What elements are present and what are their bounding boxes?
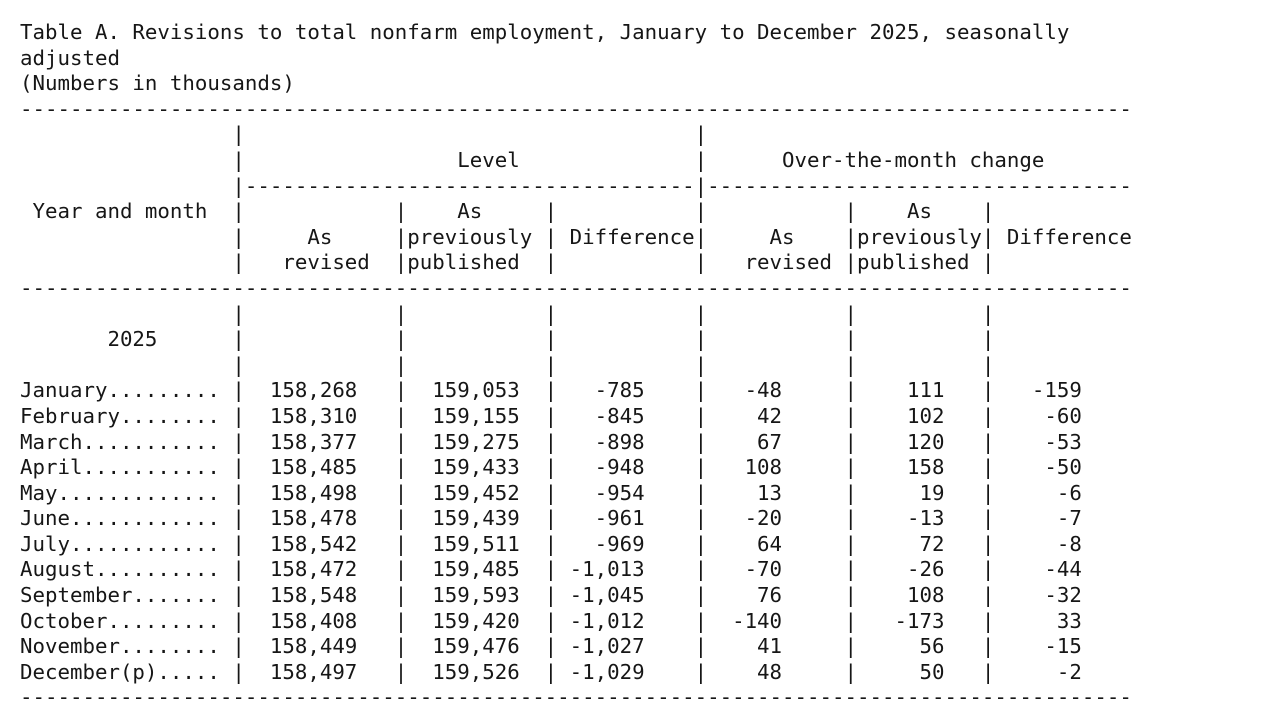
table-row: December(p)..... | 158,497 | 159,526 | -… bbox=[20, 659, 1132, 684]
table-row: January......... | 158,268 | 159,053 | -… bbox=[20, 378, 1132, 403]
table-group-header-line: | Level | Over-the-month change bbox=[20, 147, 1132, 172]
table-column-header-line: Year and month | | As | | | As | bbox=[20, 199, 1132, 224]
table-row: February........ | 158,310 | 159,155 | -… bbox=[20, 403, 1132, 428]
table-column-header-line: | revised |published | | revised |publis… bbox=[20, 250, 1132, 275]
table-row: July............ | 158,542 | 159,511 | -… bbox=[20, 531, 1132, 556]
table-rule-header-bottom: ----------------------------------------… bbox=[20, 275, 1132, 300]
units-note: (Numbers in thousands) bbox=[20, 71, 295, 96]
table-row: June............ | 158,478 | 159,439 | -… bbox=[20, 506, 1132, 531]
table-year-row: 2025 | | | | | | bbox=[20, 327, 1132, 352]
table-row: May............. | 158,498 | 159,452 | -… bbox=[20, 480, 1132, 505]
table-rule-top: ----------------------------------------… bbox=[20, 96, 1132, 121]
table-row: March........... | 158,377 | 159,275 | -… bbox=[20, 429, 1132, 454]
table-rule-bottom: ----------------------------------------… bbox=[20, 685, 1132, 710]
table-rule-groups: |------------------------------------|--… bbox=[20, 173, 1132, 198]
table-header-line: | | bbox=[20, 122, 1132, 147]
document-title: Table A. Revisions to total nonfarm empl… bbox=[20, 20, 1082, 70]
table-row: September....... | 158,548 | 159,593 | -… bbox=[20, 583, 1132, 608]
table-row: August.......... | 158,472 | 159,485 | -… bbox=[20, 557, 1132, 582]
table-spacer-row: | | | | | | bbox=[20, 352, 1132, 377]
table-row: April........... | 158,485 | 159,433 | -… bbox=[20, 455, 1132, 480]
table-spacer-row: | | | | | | bbox=[20, 301, 1132, 326]
table-a: ----------------------------------------… bbox=[20, 97, 1280, 711]
table-row: November........ | 158,449 | 159,476 | -… bbox=[20, 634, 1132, 659]
table-row: October......... | 158,408 | 159,420 | -… bbox=[20, 608, 1132, 633]
table-column-header-line: | As |previously | Difference| As |previ… bbox=[20, 224, 1132, 249]
